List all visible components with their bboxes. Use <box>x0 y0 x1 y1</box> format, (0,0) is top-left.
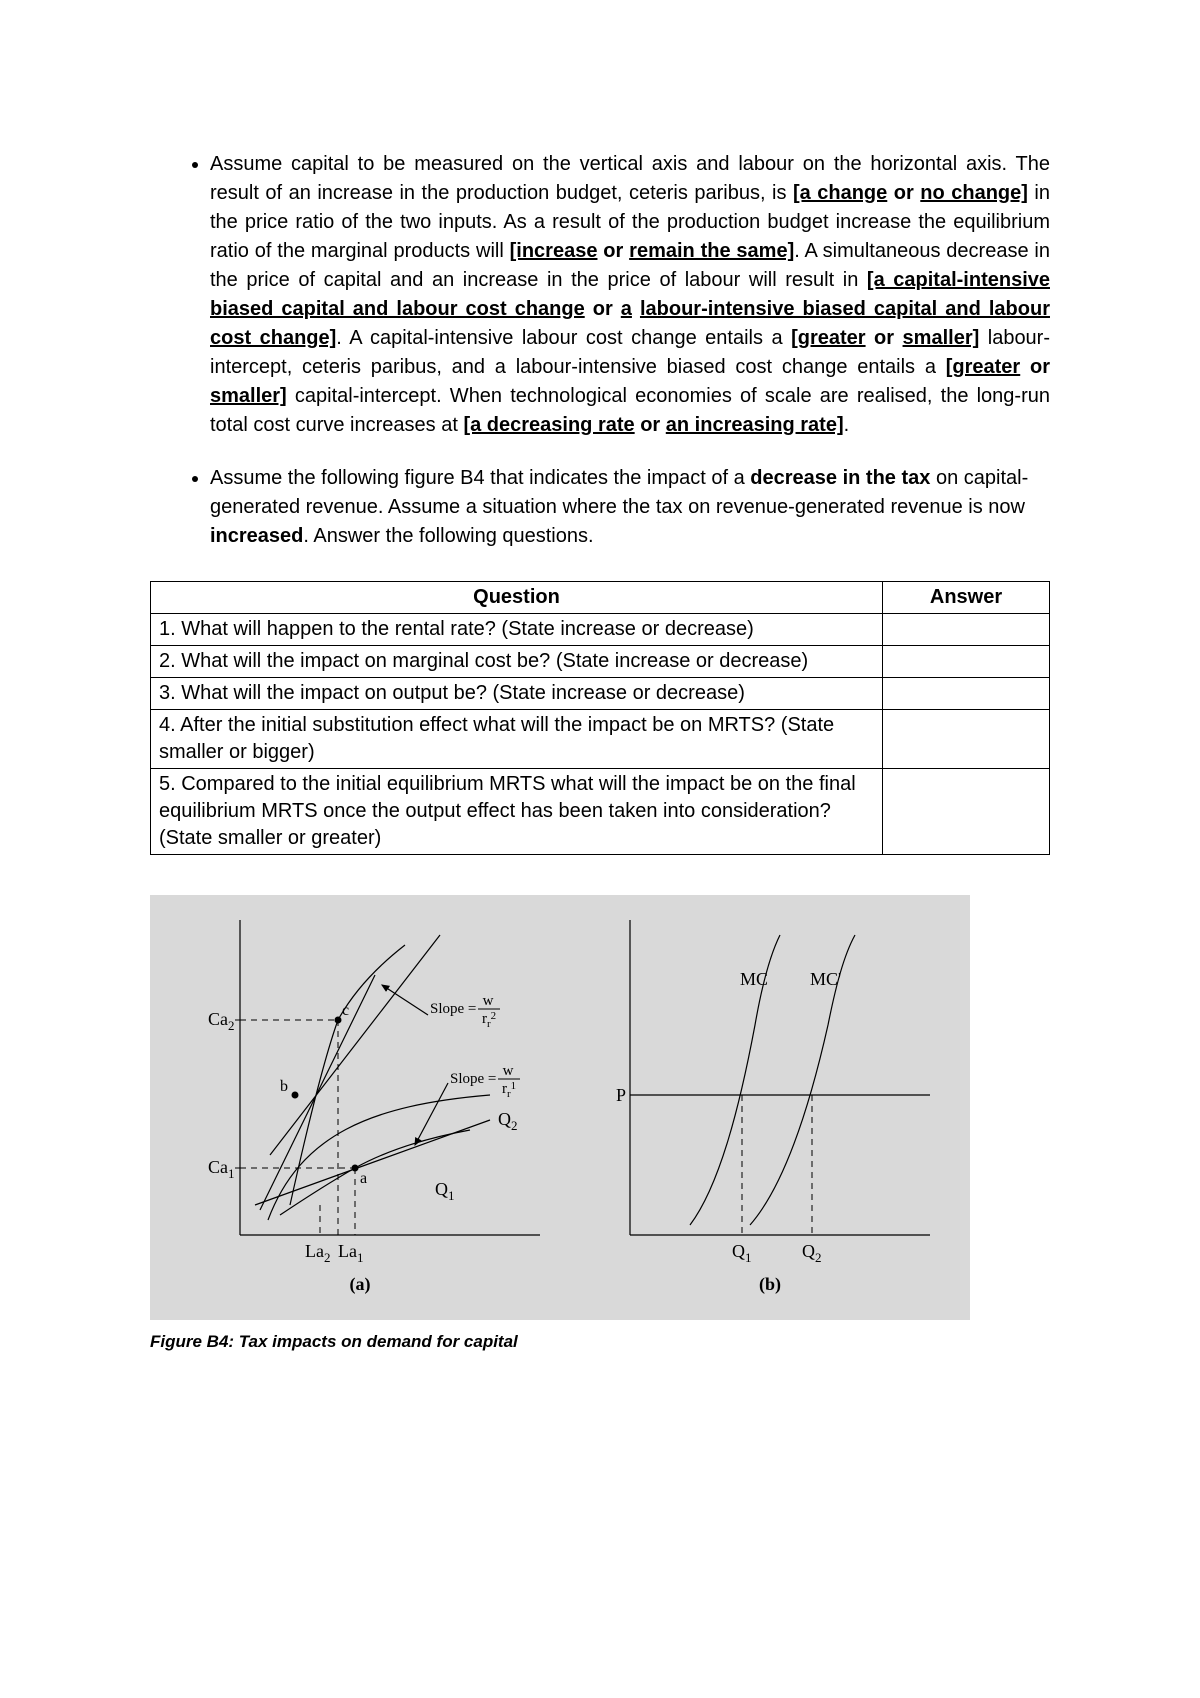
question-cell: 1. What will happen to the rental rate? … <box>151 614 883 646</box>
svg-text:rr2: rr2 <box>482 1010 496 1030</box>
bold: decrease in the tax <box>750 467 930 489</box>
label-bq2: Q2 <box>802 1241 822 1265</box>
panel-b-label: (b) <box>759 1274 781 1295</box>
label-mc: MC <box>740 969 768 989</box>
text: Assume the following figure B4 that indi… <box>210 467 750 489</box>
point-a <box>352 1165 359 1172</box>
label-point-c: c <box>342 1002 349 1019</box>
svg-text:Slope =: Slope = <box>450 1071 496 1087</box>
or: or <box>635 414 666 436</box>
figure-caption: Figure B4: Tax impacts on demand for cap… <box>150 1330 1050 1355</box>
curve-q1 <box>280 1130 470 1215</box>
svg-text:w: w <box>483 993 494 1009</box>
label-p: P <box>616 1085 626 1105</box>
page: Assume capital to be measured on the ver… <box>0 0 1200 1455</box>
col-header-answer: Answer <box>883 582 1050 614</box>
option: [greater <box>946 356 1020 378</box>
figure-svg: Ca2 Ca1 La2 La1 <box>160 905 960 1305</box>
bullet-1: Assume capital to be measured on the ver… <box>210 150 1050 440</box>
answer-cell[interactable] <box>883 614 1050 646</box>
option: [a decreasing rate <box>463 414 634 436</box>
text <box>632 298 640 320</box>
table-row: 4. After the initial substitution effect… <box>151 710 1050 769</box>
text: . <box>844 414 850 436</box>
text: . Answer the following questions. <box>303 525 593 547</box>
bold: increased <box>210 525 303 547</box>
option: remain the same] <box>629 240 794 262</box>
label-ca2: Ca2 <box>208 1009 235 1033</box>
label-la2: La2 <box>305 1241 330 1265</box>
answer-cell[interactable] <box>883 710 1050 769</box>
svg-text:Slope =: Slope = <box>430 1001 476 1017</box>
option: a <box>621 298 632 320</box>
option: an increasing rate] <box>666 414 844 436</box>
col-header-question: Question <box>151 582 883 614</box>
question-table: Question Answer 1. What will happen to t… <box>150 581 1050 855</box>
text: . A capital-intensive labour cost change… <box>336 327 791 349</box>
svg-text:w: w <box>503 1063 514 1079</box>
option: [a change <box>793 182 887 204</box>
label-point-b: b <box>280 1078 288 1095</box>
bullet-2: Assume the following figure B4 that indi… <box>210 464 1050 551</box>
label-mcp: MC' <box>810 969 841 989</box>
panel-b: P MC MC' Q1 Q2 (b) <box>616 920 930 1295</box>
or: or <box>597 240 629 262</box>
label-q2: Q2 <box>498 1109 518 1133</box>
isocost-3 <box>260 975 375 1210</box>
option: smaller] <box>903 327 980 349</box>
label-la1: La1 <box>338 1241 363 1265</box>
isocost-1 <box>255 1120 490 1205</box>
table-row: 3. What will the impact on output be? (S… <box>151 678 1050 710</box>
figure-box: Ca2 Ca1 La2 La1 <box>150 895 970 1320</box>
option: [greater <box>791 327 865 349</box>
label-point-a: a <box>360 1170 367 1187</box>
answer-cell[interactable] <box>883 646 1050 678</box>
option: smaller] <box>210 385 287 407</box>
svg-text:rr1: rr1 <box>502 1080 516 1100</box>
slope-annotation-2: Slope = w rr2 <box>382 985 500 1030</box>
or: or <box>866 327 903 349</box>
or: or <box>887 182 920 204</box>
slope-annotation-1: Slope = w rr1 <box>415 1063 520 1145</box>
question-cell: 3. What will the impact on output be? (S… <box>151 678 883 710</box>
question-cell: 4. After the initial substitution effect… <box>151 710 883 769</box>
option: [increase <box>510 240 598 262</box>
answer-cell[interactable] <box>883 678 1050 710</box>
label-ca1: Ca1 <box>208 1157 235 1181</box>
option: no change] <box>920 182 1028 204</box>
or: or <box>1020 356 1050 378</box>
figure-wrap: Ca2 Ca1 La2 La1 <box>150 895 1050 1355</box>
or: or <box>585 298 621 320</box>
answer-cell[interactable] <box>883 769 1050 855</box>
table-row: 1. What will happen to the rental rate? … <box>151 614 1050 646</box>
question-cell: 2. What will the impact on marginal cost… <box>151 646 883 678</box>
label-q1: Q1 <box>435 1179 455 1203</box>
panel-a: Ca2 Ca1 La2 La1 <box>208 920 540 1295</box>
panel-a-label: (a) <box>350 1274 371 1295</box>
table-row: 5. Compared to the initial equilibrium M… <box>151 769 1050 855</box>
isocost-2 <box>270 935 440 1155</box>
point-b <box>292 1092 299 1099</box>
bullet-list: Assume capital to be measured on the ver… <box>150 150 1050 551</box>
point-c <box>335 1017 342 1024</box>
table-row: 2. What will the impact on marginal cost… <box>151 646 1050 678</box>
curve-q2-left <box>290 945 405 1205</box>
label-bq1: Q1 <box>732 1241 752 1265</box>
question-cell: 5. Compared to the initial equilibrium M… <box>151 769 883 855</box>
